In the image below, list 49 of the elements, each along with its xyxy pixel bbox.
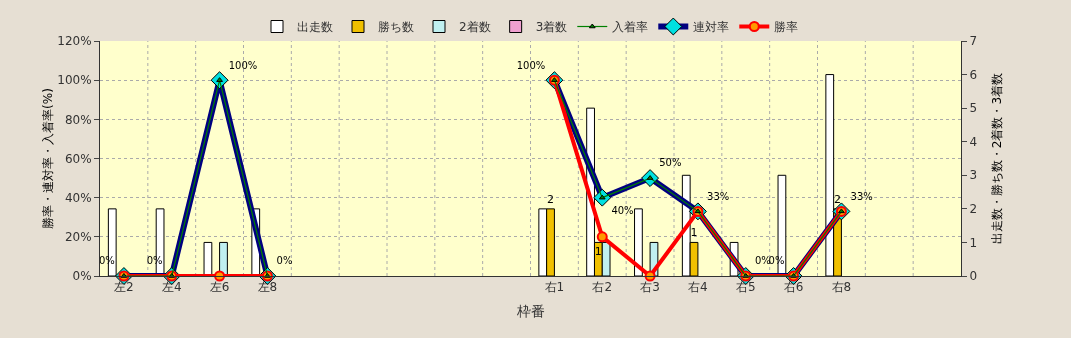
y2-tick-label: 4 (969, 134, 978, 149)
legend-label: 出走数 (297, 20, 333, 35)
x-tick-label: 右6 (783, 280, 804, 295)
legend-label: 勝ち数 (378, 20, 414, 35)
data-label: 33% (707, 190, 730, 202)
y-tick-label: 40% (64, 190, 92, 205)
y2-tick-label: 1 (969, 235, 978, 250)
data-label: 2 (834, 192, 842, 206)
y2-tick-label: 7 (969, 34, 978, 49)
y-tick-label: 20% (64, 230, 92, 245)
x-tick-label: 右1 (544, 280, 565, 295)
y-tick-label: 0% (72, 269, 92, 284)
y-tick-label: 120% (57, 34, 92, 49)
data-label: 1 (594, 245, 602, 259)
x-axis-title: 枠番 (515, 302, 545, 319)
x-tick-label: 右5 (735, 280, 756, 295)
y2-axis-title: 出走数・勝ち数・2着数・3着数 (990, 72, 1004, 245)
data-label: 2 (547, 192, 555, 206)
data-label: 1 (690, 226, 698, 240)
data-label: 50% (659, 157, 682, 169)
data-label: 0% (754, 255, 771, 267)
legend-label: 入着率 (612, 20, 649, 35)
y-tick-label: 100% (57, 73, 92, 88)
y-tick-label: 60% (64, 151, 92, 166)
x-tick-label: 右8 (831, 280, 852, 295)
y2-tick-label: 6 (969, 67, 978, 82)
y2-tick-label: 3 (969, 168, 978, 183)
legend-label: 連対率 (693, 20, 730, 35)
x-tick-label: 右2 (592, 280, 613, 295)
data-label: 100% (516, 59, 546, 71)
x-tick-label: 左2 (114, 280, 134, 295)
y2-tick-label: 5 (969, 101, 978, 116)
legend-label: 3着数 (535, 20, 568, 35)
x-tick-label: 左4 (161, 280, 182, 295)
x-tick-label: 右3 (640, 280, 660, 295)
y2-tick-label: 2 (969, 202, 978, 217)
legend-label: 2着数 (459, 20, 491, 35)
data-label: 0% (276, 255, 293, 267)
x-tick-label: 左6 (209, 280, 230, 295)
y-tick-label: 80% (64, 112, 92, 127)
data-label: 0% (768, 255, 785, 267)
legend-label: 勝率 (774, 20, 799, 35)
x-tick-label: 右4 (688, 280, 708, 295)
x-tick-label: 左8 (257, 280, 278, 295)
y2-tick-label: 0 (969, 269, 978, 284)
data-label: 40% (611, 205, 634, 217)
data-label: 100% (228, 59, 258, 71)
data-label: 33% (850, 190, 873, 202)
y-axis-title: 勝率・連対率・入着率(%) (41, 88, 56, 229)
